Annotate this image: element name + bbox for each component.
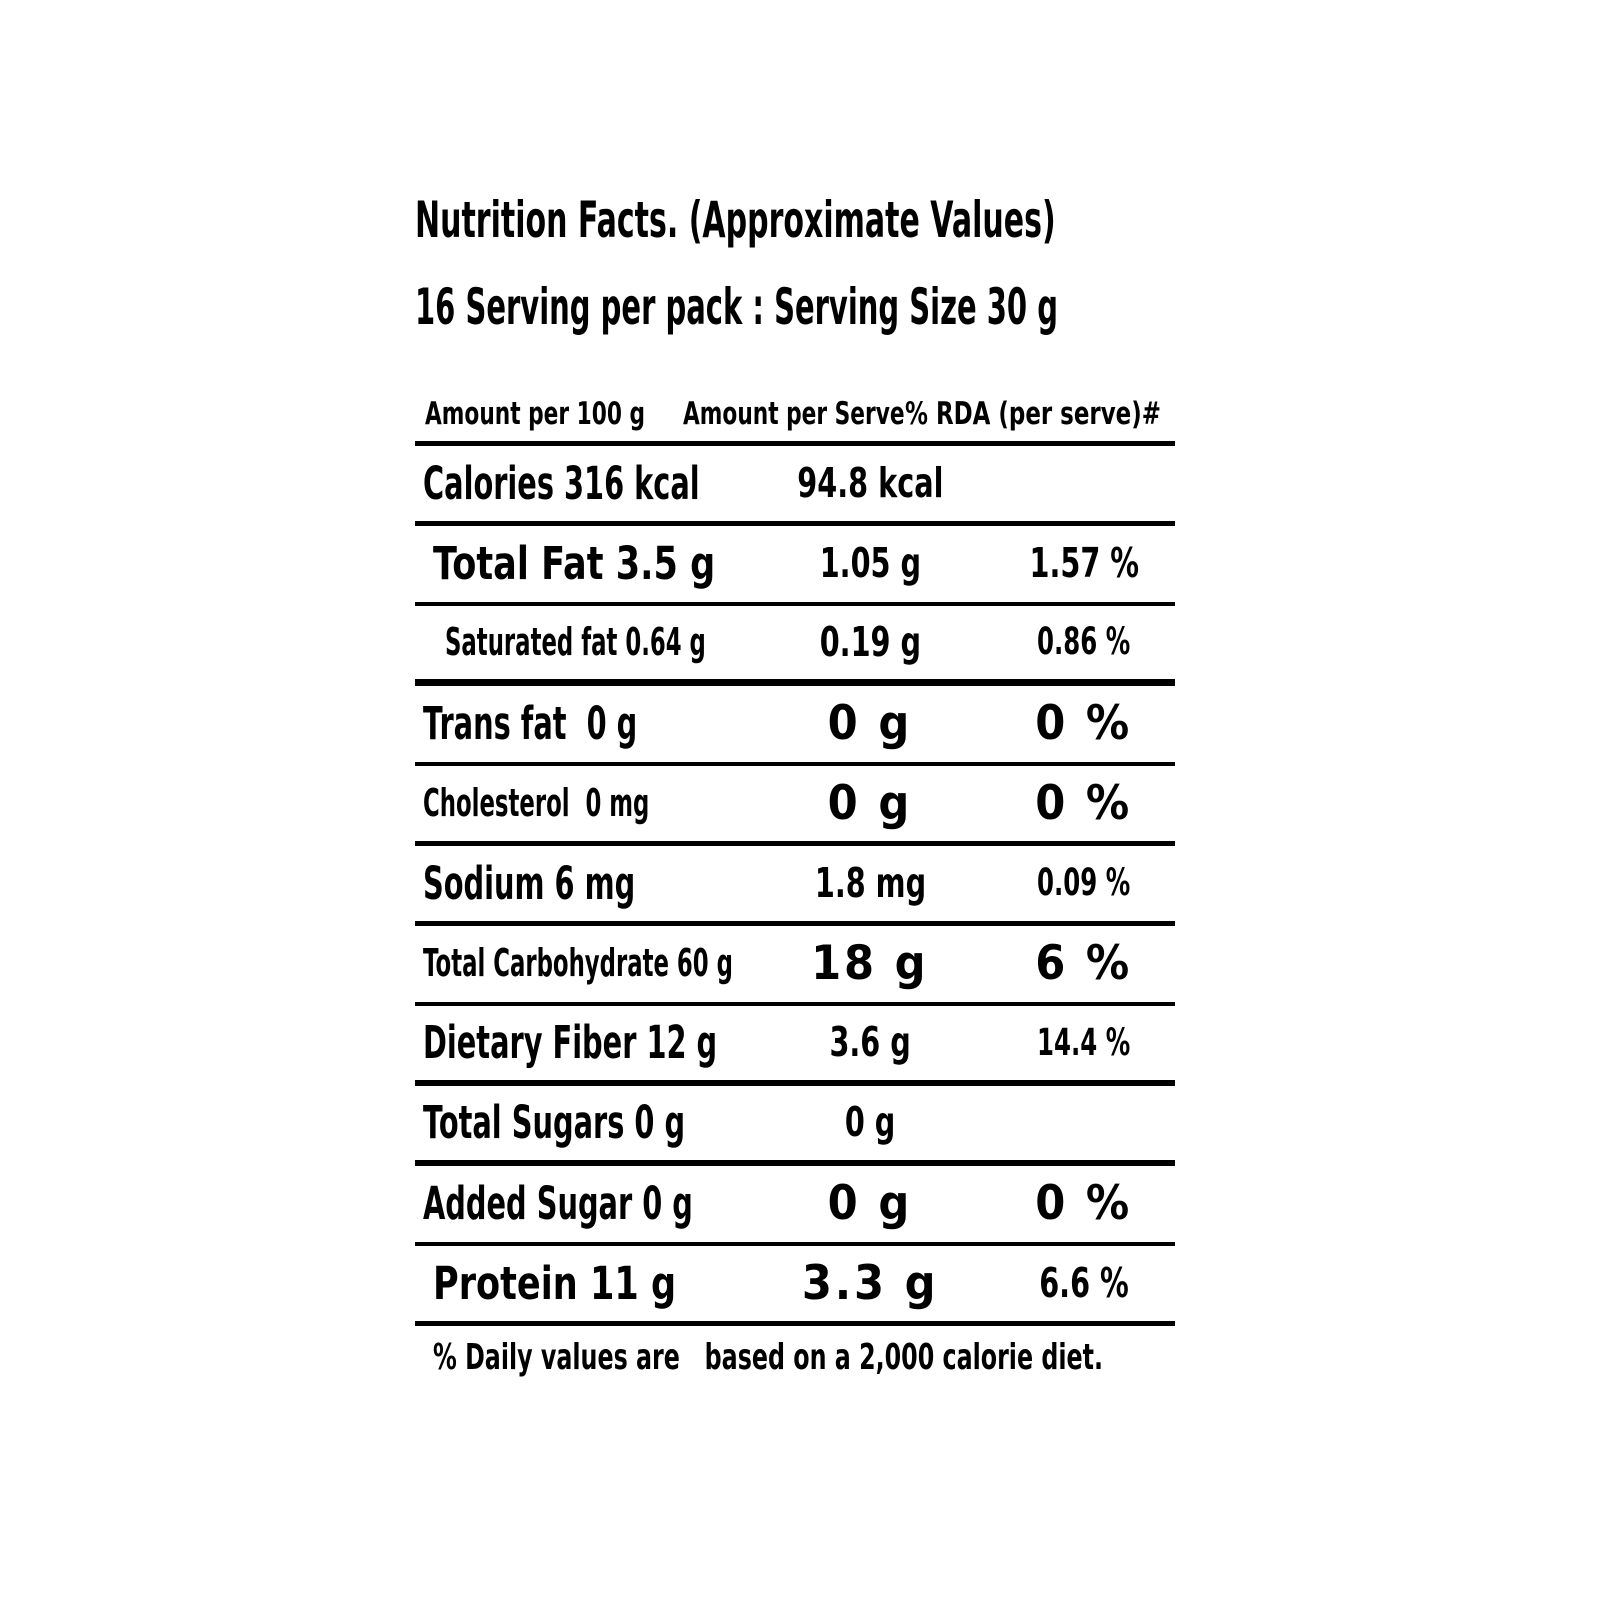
amount-per-serve: 3.3 g <box>801 1255 939 1311</box>
row-trans-fat: Trans fat 0 g 0 g 0 % <box>415 686 1175 766</box>
nutrient-name: Saturated fat 0.64 g <box>445 619 706 664</box>
rda-percent: 6.6 % <box>1039 1258 1129 1307</box>
serving-info-block: 16 Serving per pack : Serving Size 30 g <box>415 264 1175 350</box>
amount-per-serve: 0.19 g <box>819 617 921 666</box>
row-total-sugars: Total Sugars 0 g 0 g <box>415 1086 1175 1166</box>
row-added-sugar: Added Sugar 0 g 0 g 0 % <box>415 1166 1175 1246</box>
column-header-per-100g: Amount per 100 g <box>425 395 646 432</box>
row-saturated-fat: Saturated fat 0.64 g 0.19 g 0.86 % <box>415 606 1175 686</box>
row-total-carbohydrate: Total Carbohydrate 60 g 18 g 6 % <box>415 926 1175 1006</box>
rda-percent: 0 % <box>1035 775 1133 831</box>
row-dietary-fiber: Dietary Fiber 12 g 3.6 g 14.4 % <box>415 1006 1175 1086</box>
nutrient-name: Calories 316 kcal <box>423 456 700 510</box>
nutrient-name: Dietary Fiber 12 g <box>423 1016 718 1070</box>
rda-percent: 0.09 % <box>1037 861 1131 905</box>
row-calories: Calories 316 kcal 94.8 kcal <box>415 446 1175 526</box>
row-cholesterol: Cholesterol 0 mg 0 g 0 % <box>415 766 1175 846</box>
nutrient-name: Added Sugar 0 g <box>423 1177 693 1231</box>
rda-percent <box>975 474 1175 493</box>
amount-per-serve: 0 g <box>827 696 913 752</box>
column-header-row: Amount per 100 g Amount per Serve % RDA … <box>415 350 1175 446</box>
nutrient-name: Total Carbohydrate 60 g <box>423 941 733 986</box>
rda-percent <box>975 1114 1175 1133</box>
rda-percent: 0 % <box>1035 1176 1133 1232</box>
amount-per-serve: 1.05 g <box>819 539 921 588</box>
nutrient-name: Total Fat 3.5 g <box>433 537 716 591</box>
nutrient-name: Trans fat 0 g <box>423 697 638 751</box>
nutrient-name: Sodium 6 mg <box>423 856 636 910</box>
daily-values-footnote: % Daily values are based on a 2,000 calo… <box>433 1337 1103 1378</box>
rda-percent: 0.86 % <box>1037 620 1131 664</box>
nutrition-facts-label: Nutrition Facts. (Approximate Values) 16… <box>415 176 1175 1378</box>
label-title-block: Nutrition Facts. (Approximate Values) <box>415 176 1175 264</box>
row-sodium: Sodium 6 mg 1.8 mg 0.09 % <box>415 846 1175 926</box>
amount-per-serve: 0 g <box>844 1098 896 1147</box>
nutrient-name: Total Sugars 0 g <box>423 1096 686 1150</box>
rda-percent: 0 % <box>1035 696 1133 752</box>
nutrient-name: Protein 11 g <box>433 1256 677 1310</box>
amount-per-serve: 94.8 kcal <box>796 458 944 507</box>
serving-info: 16 Serving per pack : Serving Size 30 g <box>415 277 1058 336</box>
rda-percent: 1.57 % <box>1029 539 1139 588</box>
column-header-rda: % RDA (per serve)# <box>905 395 1161 432</box>
amount-per-serve: 3.6 g <box>829 1018 911 1067</box>
amount-per-serve: 18 g <box>811 936 929 992</box>
row-total-fat: Total Fat 3.5 g 1.05 g 1.57 % <box>415 526 1175 606</box>
amount-per-serve: 1.8 mg <box>814 858 926 907</box>
column-header-per-serve: Amount per Serve <box>683 395 905 432</box>
rda-percent: 6 % <box>1035 936 1133 992</box>
amount-per-serve: 0 g <box>827 775 913 831</box>
label-title: Nutrition Facts. (Approximate Values) <box>415 190 1056 249</box>
rda-percent: 14.4 % <box>1037 1020 1131 1064</box>
row-protein: Protein 11 g 3.3 g 6.6 % <box>415 1246 1175 1326</box>
nutrient-name: Cholesterol 0 mg <box>423 780 650 825</box>
amount-per-serve: 0 g <box>827 1176 913 1232</box>
